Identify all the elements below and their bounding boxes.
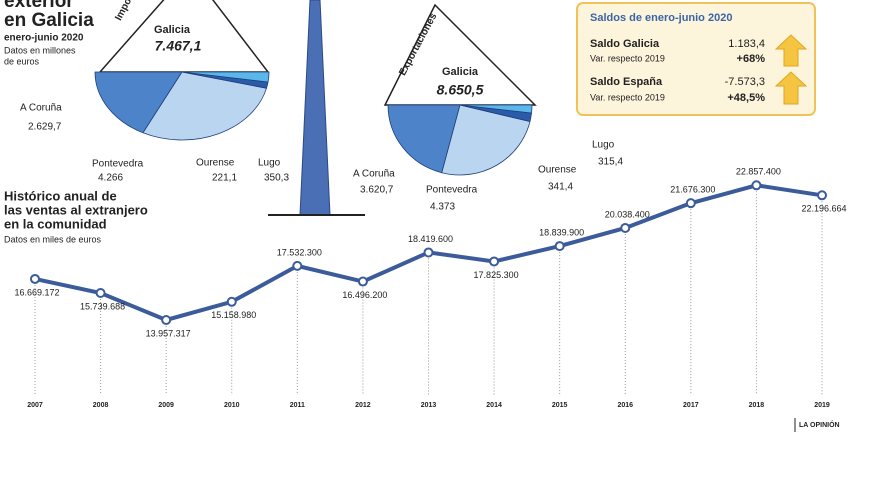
pie-slice [459, 104, 533, 114]
slice-value: 350,3 [264, 173, 289, 184]
slice-value: 221,1 [212, 173, 237, 184]
x-tick-label: 2009 [158, 402, 174, 409]
x-tick-label: 2010 [224, 402, 240, 409]
pie-slice [142, 71, 268, 141]
header-unit: de euros [4, 56, 40, 66]
marker [161, 314, 172, 325]
summary-change: +48,5% [727, 92, 765, 104]
x-tick-label: 2019 [814, 402, 830, 409]
header-unit: Datos en millones [4, 45, 76, 55]
value-label: 18.839.900 [539, 227, 584, 237]
summary-value: 1.183,4 [728, 38, 765, 50]
marker [554, 241, 565, 252]
marker [357, 276, 368, 287]
summary-value: -7.573,3 [725, 76, 765, 88]
up-arrow [774, 34, 808, 67]
pie-center-value: 7.467,1 [155, 38, 202, 54]
x-tick-label: 2015 [552, 402, 568, 409]
pie-center-label: Galicia [442, 66, 479, 78]
summary-label: Saldo Galicia [590, 38, 660, 50]
line-title: en la comunidad [4, 216, 107, 231]
header-title: en Galicia [4, 10, 94, 31]
slice-label: Ourense [196, 158, 235, 169]
marker [95, 288, 106, 299]
marker [685, 198, 696, 209]
slice-label: Lugo [258, 158, 281, 169]
value-label: 15.739.688 [80, 301, 125, 311]
marker [620, 222, 631, 233]
line-subtitle: Datos en miles de euros [4, 234, 102, 244]
x-tick-label: 2008 [93, 402, 109, 409]
scale-column [299, 0, 331, 216]
slice-label: A Coruña [353, 169, 395, 180]
slice-label: Pontevedra [92, 159, 144, 170]
header-title: exterior [4, 0, 74, 12]
pie-slice [94, 71, 183, 134]
slice-value: 4.373 [430, 202, 455, 213]
marker [292, 260, 303, 271]
value-label: 20.038.400 [605, 209, 650, 219]
x-tick-label: 2011 [290, 402, 305, 409]
value-label: 18.419.600 [408, 234, 453, 244]
line-title: las ventas al extranjero [4, 202, 148, 217]
slice-label: Pontevedra [426, 185, 478, 196]
summary-sub: Var. respecto 2019 [590, 53, 665, 63]
marker [489, 256, 500, 267]
header-period: enero-junio 2020 [4, 33, 84, 44]
slice-value: 341,4 [548, 182, 573, 193]
pie-slice [181, 71, 270, 83]
x-tick-label: 2016 [617, 402, 633, 409]
marker [817, 190, 827, 201]
slice-label: Lugo [592, 140, 615, 151]
x-tick-label: 2007 [27, 402, 43, 409]
marker [226, 296, 237, 307]
x-tick-label: 2014 [486, 402, 502, 409]
slice-label: Ourense [538, 165, 577, 176]
value-label: 13.957.317 [146, 328, 191, 338]
summary-change: +68% [737, 53, 766, 65]
x-tick-label: 2012 [355, 402, 371, 409]
marker [423, 247, 434, 258]
slice-value: 315,4 [598, 157, 623, 168]
marker [751, 180, 762, 191]
pie-slice [387, 104, 461, 174]
x-tick-label: 2018 [749, 402, 765, 409]
summary-title: Saldos de enero-junio 2020 [590, 12, 732, 24]
x-tick-label: 2013 [421, 402, 437, 409]
marker [30, 273, 40, 284]
value-label: 22.857.400 [736, 167, 781, 177]
value-label: 16.496.200 [342, 290, 387, 300]
value-label: 17.532.300 [277, 247, 322, 257]
pie-slice [441, 104, 531, 176]
slice-value: 4.266 [98, 173, 123, 184]
pie-center-value: 8.650,5 [437, 82, 484, 98]
value-label: 15.158.980 [211, 310, 256, 320]
summary-label: Saldo España [590, 76, 663, 88]
slice-label: A Coruña [20, 103, 62, 114]
summary-box [576, 2, 816, 116]
value-label: 21.676.300 [670, 185, 715, 195]
up-arrow [774, 71, 808, 105]
pie-center-label: Galicia [154, 24, 191, 36]
slice-value: 3.620,7 [360, 185, 394, 196]
summary-sub: Var. respecto 2019 [590, 92, 665, 102]
slice-value: 2.629,7 [28, 122, 62, 133]
credit: LA OPINIÓN [799, 420, 840, 429]
value-label: 17.825.300 [474, 270, 519, 280]
x-tick-label: 2017 [683, 402, 699, 409]
line-title: Histórico anual de [4, 188, 117, 203]
value-label: 16.669.172 [14, 287, 59, 297]
value-label: 22.196.664 [801, 204, 846, 214]
